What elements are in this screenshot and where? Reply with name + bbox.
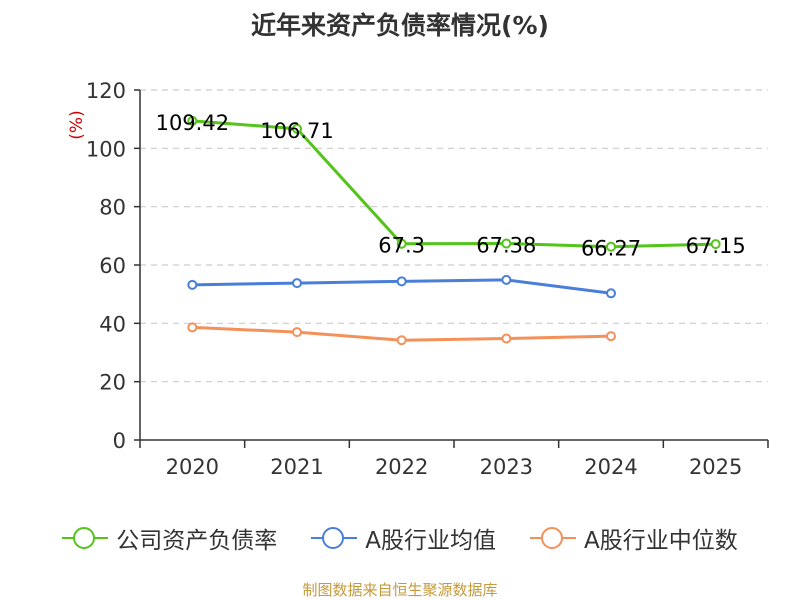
y-tick-label-100: 100 bbox=[86, 137, 126, 161]
data-label-2023: 67.38 bbox=[476, 233, 536, 257]
series-0-point-2023[interactable] bbox=[501, 238, 512, 249]
series-1-point-2022[interactable] bbox=[396, 276, 407, 287]
series-2-point-2020[interactable] bbox=[187, 322, 198, 333]
series-0-point-2025[interactable] bbox=[710, 239, 721, 250]
x-tick-label-2022: 2022 bbox=[375, 455, 428, 479]
legend-swatch-company bbox=[62, 526, 109, 550]
x-tick-label-2023: 2023 bbox=[480, 455, 533, 479]
x-tick-label-2024: 2024 bbox=[584, 455, 637, 479]
series-1-point-2020[interactable] bbox=[187, 279, 198, 290]
series-2-point-2021[interactable] bbox=[292, 327, 302, 338]
series-0-point-2022[interactable] bbox=[396, 238, 407, 249]
series-1-point-2021[interactable] bbox=[292, 278, 302, 289]
data-source-footer: 制图数据来自恒生聚源数据库 bbox=[302, 581, 498, 599]
chart-title: 近年来资产负债率情况(%) bbox=[251, 11, 549, 40]
data-label-2025: 67.15 bbox=[686, 234, 746, 258]
y-tick-label-120: 120 bbox=[86, 79, 126, 103]
legend-item-industry-mean[interactable]: A股行业均值 bbox=[311, 521, 496, 555]
legend-item-industry-median[interactable]: A股行业中位数 bbox=[530, 521, 738, 555]
data-label-2020: 109.42 bbox=[156, 111, 229, 135]
data-label-2021: 106.71 bbox=[260, 119, 333, 143]
series-1-point-2024[interactable] bbox=[606, 288, 616, 299]
x-tick-label-2025: 2025 bbox=[689, 455, 742, 479]
y-axis-label: (%) bbox=[67, 110, 87, 139]
legend-swatch-industry-median bbox=[530, 526, 576, 550]
legend-label-company: 公司资产负债率 bbox=[116, 528, 278, 554]
legend-swatch-industry-mean bbox=[311, 526, 358, 550]
series-2-point-2024[interactable] bbox=[606, 331, 616, 342]
x-tick-label-2020: 2020 bbox=[166, 455, 219, 479]
series-2-point-2022[interactable] bbox=[396, 335, 407, 346]
chart-legend: 公司资产负债率 A股行业均值 A股行业中位数 bbox=[0, 520, 800, 556]
series-line-0 bbox=[192, 119, 716, 249]
series-0-point-2020[interactable] bbox=[187, 115, 198, 126]
legend-label-industry-median: A股行业中位数 bbox=[584, 528, 738, 554]
data-label-2024: 66.27 bbox=[581, 237, 641, 261]
legend-label-industry-mean: A股行业均值 bbox=[365, 528, 496, 554]
y-tick-label-80: 80 bbox=[99, 196, 126, 220]
legend-item-company[interactable]: 公司资产负债率 bbox=[62, 521, 277, 555]
x-tick-label-2021: 2021 bbox=[270, 455, 323, 479]
y-tick-label-40: 40 bbox=[99, 312, 126, 336]
series-1-point-2023[interactable] bbox=[501, 274, 512, 285]
y-tick-label-60: 60 bbox=[99, 254, 126, 278]
series-2-point-2023[interactable] bbox=[501, 333, 512, 344]
y-tick-label-0: 0 bbox=[113, 429, 126, 453]
series-0-point-2021[interactable] bbox=[292, 123, 302, 134]
y-tick-label-20: 20 bbox=[99, 371, 126, 395]
series-0-point-2024[interactable] bbox=[606, 241, 616, 252]
data-label-2022: 67.3 bbox=[378, 234, 425, 258]
